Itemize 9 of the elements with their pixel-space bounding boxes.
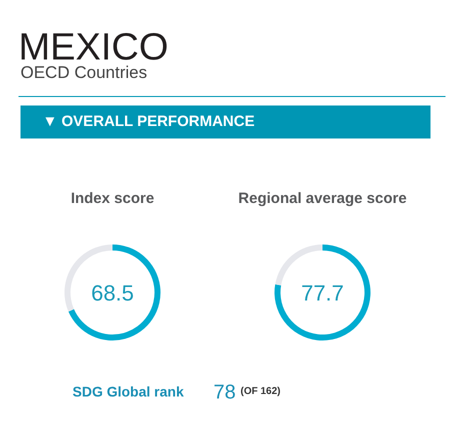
text: SDG Global rank (72, 384, 184, 400)
data-label: 68.5 (91, 280, 134, 306)
text: 78 (214, 382, 236, 404)
text: (OF 162) (240, 386, 281, 397)
chart-title: Regional average score (238, 190, 407, 207)
data-label: 77.7 (301, 280, 344, 306)
text: ▼ OVERALL PERFORMANCE (42, 113, 255, 130)
chart-title: Index score (70, 190, 154, 207)
text: OECD Countries (20, 63, 148, 82)
